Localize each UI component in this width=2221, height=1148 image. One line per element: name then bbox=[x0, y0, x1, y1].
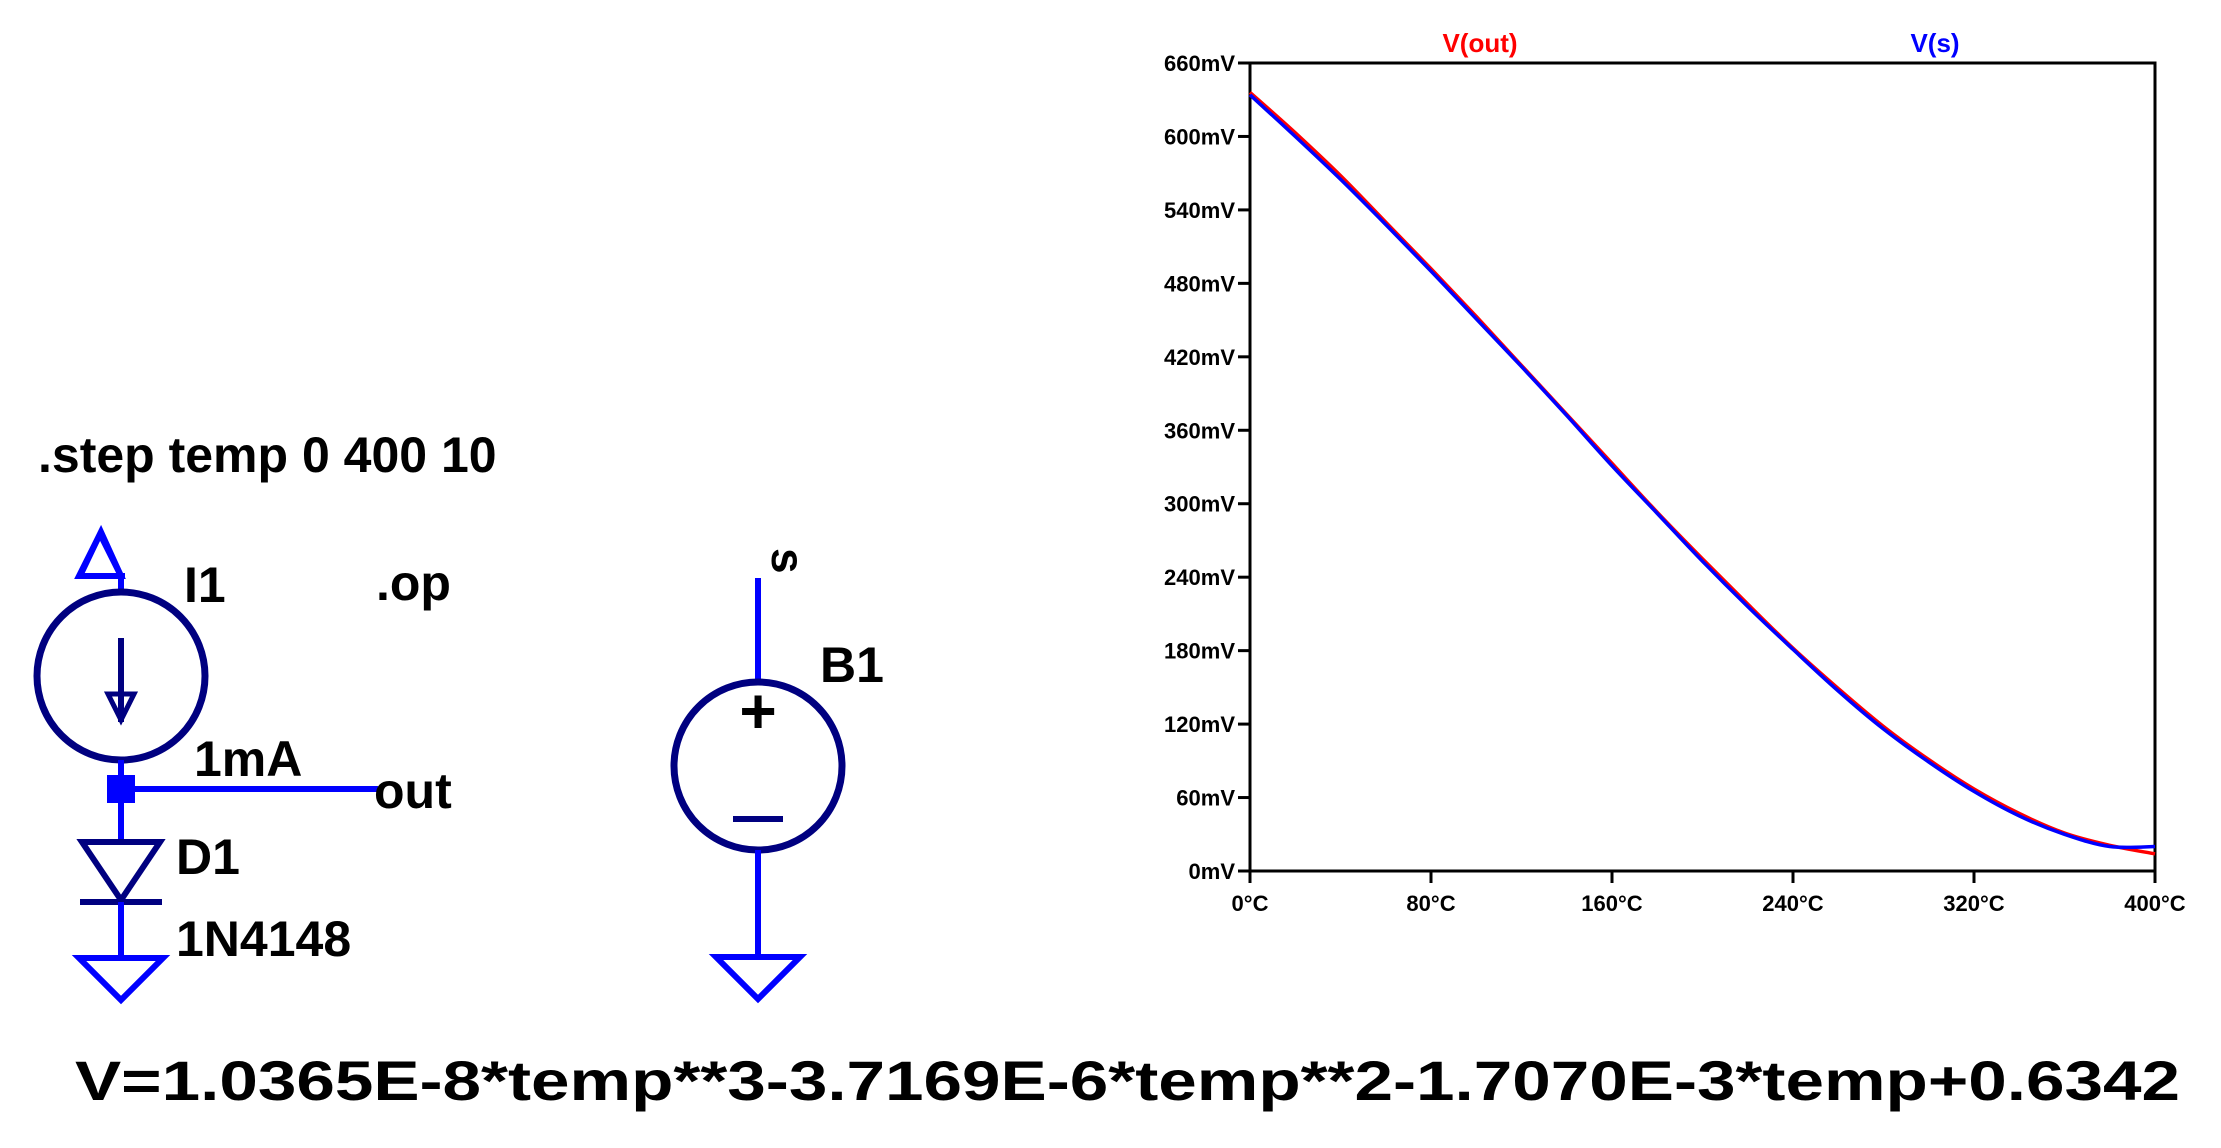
y-tick-label: 0mV bbox=[1189, 859, 1236, 884]
trace-v-s[interactable] bbox=[1248, 93, 2156, 850]
diode-model: 1N4148 bbox=[176, 911, 351, 967]
waveform-plot[interactable]: 0mV 60mV 120mV 180mV 240mV 300mV 360mV 420mV 480… bbox=[1164, 28, 2186, 916]
schematic: .step temp 0 400 10 .op I1 1mA out bbox=[33, 427, 2180, 1112]
x-axis: 0°C 80°C 160°C 240°C 320°C 400°C bbox=[1232, 871, 2186, 916]
legend-v-s[interactable]: V(s) bbox=[1910, 28, 1959, 58]
y-tick-label: 180mV bbox=[1164, 639, 1235, 664]
bsource-name: B1 bbox=[820, 637, 884, 693]
legend: V(out) V(s) bbox=[1442, 28, 1959, 58]
y-tick-label: 420mV bbox=[1164, 345, 1235, 370]
y-tick-label: 360mV bbox=[1164, 418, 1235, 443]
ground-right-icon bbox=[708, 954, 808, 1004]
x-tick-label: 400°C bbox=[2124, 891, 2186, 916]
x-tick-label: 80°C bbox=[1406, 891, 1455, 916]
y-tick-label: 540mV bbox=[1164, 198, 1235, 223]
y-tick-label: 120mV bbox=[1164, 712, 1235, 737]
net-label-out: out bbox=[374, 763, 452, 819]
step-directive[interactable]: .step temp 0 400 10 bbox=[38, 427, 497, 483]
y-axis: 0mV 60mV 120mV 180mV 240mV 300mV 360mV 420mV 480… bbox=[1164, 51, 1250, 884]
y-tick-label: 60mV bbox=[1176, 786, 1235, 811]
y-tick-label: 480mV bbox=[1164, 271, 1235, 296]
bsource-plus: + bbox=[739, 675, 776, 747]
net-label-s: s bbox=[762, 548, 814, 574]
current-source-value: 1mA bbox=[194, 731, 302, 787]
x-tick-label: 0°C bbox=[1232, 891, 1269, 916]
y-tick-label: 240mV bbox=[1164, 565, 1235, 590]
x-tick-label: 240°C bbox=[1762, 891, 1824, 916]
traces bbox=[1248, 91, 2156, 856]
bsource-b1[interactable]: s + B1 bbox=[670, 548, 884, 1004]
diode-triangle-icon bbox=[76, 839, 166, 906]
y-tick-label: 300mV bbox=[1164, 492, 1235, 517]
diode-d1[interactable]: D1 1N4148 bbox=[71, 800, 351, 1005]
plot-area bbox=[1248, 61, 2157, 873]
legend-v-out[interactable]: V(out) bbox=[1442, 28, 1517, 58]
ground-left-icon bbox=[71, 955, 171, 1005]
power-flag-triangle bbox=[74, 527, 126, 579]
current-source-i1[interactable]: I1 1mA bbox=[33, 524, 302, 790]
current-source-name: I1 bbox=[184, 557, 226, 613]
x-tick-label: 320°C bbox=[1943, 891, 2005, 916]
y-tick-label: 660mV bbox=[1164, 51, 1235, 76]
y-tick-label: 600mV bbox=[1164, 124, 1235, 149]
bsource-equation[interactable]: V=1.0365E-8*temp**3-3.7169E-6*temp**2-1.… bbox=[75, 1049, 2180, 1112]
x-tick-label: 160°C bbox=[1581, 891, 1643, 916]
current-arrow-head-icon bbox=[103, 691, 139, 726]
op-directive[interactable]: .op bbox=[376, 555, 451, 611]
output-net[interactable]: out bbox=[107, 763, 452, 819]
diode-name: D1 bbox=[176, 829, 240, 885]
